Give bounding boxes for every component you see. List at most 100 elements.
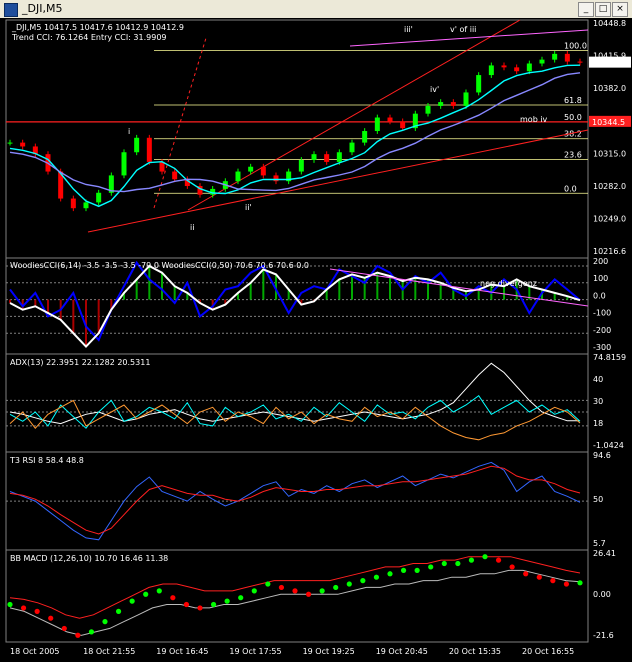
- macd-dot: [346, 581, 352, 587]
- annotation-mob-iv: mob iv: [520, 115, 548, 124]
- macd-dot: [251, 588, 257, 594]
- candle-body: [273, 175, 279, 182]
- cci-axis-tick: 100: [593, 274, 608, 283]
- candle-body: [438, 102, 444, 106]
- macd-dot: [455, 560, 461, 567]
- candle-body: [184, 179, 190, 187]
- maximize-button[interactable]: □: [595, 2, 611, 17]
- macd-dot: [61, 625, 67, 632]
- macd-dot: [373, 574, 380, 580]
- window-title: _DJI,M5: [22, 2, 63, 15]
- candle-body: [311, 154, 317, 160]
- candle-body: [362, 131, 368, 143]
- cci-axis-tick: 200: [593, 257, 608, 266]
- candle-body: [400, 121, 406, 129]
- candle-body: [425, 105, 431, 114]
- wave-label: iv': [430, 85, 439, 94]
- price-axis-tick: 10382.0: [593, 84, 626, 93]
- chart-window-icon: [4, 3, 18, 17]
- wave-label: iii': [404, 25, 413, 34]
- candle-body: [501, 65, 507, 68]
- x-axis-label: 20 Oct 16:55: [522, 647, 574, 656]
- di-plus-line: [9, 394, 581, 429]
- title-bar: _DJI,M5 _ □ ×: [0, 0, 632, 19]
- bb-macd-panel: [5, 549, 589, 643]
- candle-body: [564, 53, 570, 62]
- macd-dot: [495, 557, 502, 563]
- candle-body: [134, 137, 140, 153]
- macd-dot: [482, 554, 488, 560]
- x-axis-label: 18 Oct 21:55: [83, 647, 135, 656]
- wave-label: v' of iii: [450, 25, 476, 34]
- macd-dot: [115, 608, 122, 614]
- candle-body: [197, 186, 203, 195]
- ema-fast-line: [9, 64, 581, 208]
- candle-body: [58, 171, 64, 199]
- macd-dot: [414, 567, 420, 573]
- macd-dot: [102, 619, 108, 625]
- macd-dot: [536, 574, 542, 580]
- macd-axis-tick: -21.6: [593, 631, 614, 640]
- candle-body: [235, 171, 241, 182]
- di-minus-line: [9, 399, 581, 441]
- ema-slow-line: [9, 72, 581, 193]
- candle-body: [450, 102, 456, 106]
- fib-level-label: 38.2: [564, 130, 582, 139]
- rsi-axis-tick: 94.6: [593, 451, 611, 460]
- macd-dot: [210, 601, 217, 608]
- candle-body: [526, 63, 532, 72]
- candle-body: [20, 142, 26, 147]
- adx-title: ADX(13) 22.3951 22.1282 20.5311: [10, 358, 150, 367]
- adx-axis-tick: 40: [593, 375, 603, 384]
- macd-dot: [468, 557, 475, 563]
- price-axis-tick: 10315.0: [593, 149, 626, 158]
- marked-level-box: [589, 115, 631, 127]
- cci-axis-tick: -200: [593, 326, 611, 335]
- fib-level-label: 50.0: [564, 113, 582, 122]
- minimize-button[interactable]: _: [578, 2, 594, 17]
- candle-body: [96, 192, 102, 203]
- macd-dot: [360, 578, 366, 584]
- price-axis-tick: 10249.0: [593, 214, 626, 223]
- cci-title: WoodiesCCI(6,14) -3.5 -3.5 -3.5 -79.0 Wo…: [10, 261, 309, 270]
- candle-body: [412, 113, 418, 129]
- candle-body: [539, 59, 545, 64]
- candle-body: [374, 117, 380, 132]
- t3-line: [9, 465, 581, 535]
- candle-body: [552, 53, 558, 60]
- close-button[interactable]: ×: [612, 2, 628, 17]
- candle-body: [286, 171, 292, 182]
- channel-line: [349, 29, 589, 47]
- macd-dot: [156, 588, 162, 594]
- candle-body: [7, 142, 13, 144]
- macd-dot: [563, 581, 570, 587]
- macd-dot: [34, 608, 40, 614]
- rsi-axis-tick: 50: [593, 495, 603, 504]
- macd-dot: [550, 578, 556, 584]
- macd-dot: [292, 588, 298, 594]
- current-price-box: [589, 56, 631, 68]
- current-price-label: 10412.9: [592, 59, 625, 68]
- macd-title: BB MACD (12,26,10) 10.70 16.46 11.38: [10, 554, 168, 563]
- macd-dot: [428, 564, 434, 570]
- candle-body: [577, 61, 583, 63]
- candle-body: [248, 166, 254, 172]
- x-axis-label: 19 Oct 19:25: [303, 647, 355, 656]
- candle-body: [32, 146, 38, 155]
- chart-area[interactable]: 100.0 61.8 50.0 38.2 23.6 0.0 _DJI,M5 10417.5 …: [0, 18, 632, 662]
- annotation-neg-divergenz: neg divergenz: [480, 279, 537, 288]
- x-axis-label: 19 Oct 17:55: [229, 647, 281, 656]
- macd-lower-band: [9, 569, 581, 636]
- chart-svg[interactable]: 100.0 61.8 50.0 38.2 23.6 0.0 _DJI,M5 10417.5 …: [0, 18, 632, 662]
- candle-body: [108, 175, 114, 193]
- candle-body: [83, 202, 89, 209]
- t3-rsi-panel: [5, 451, 589, 551]
- macd-dot: [129, 598, 135, 604]
- divergence-line: [329, 268, 589, 307]
- x-axis-label: 20 Oct 15:35: [449, 647, 501, 656]
- macd-dot: [238, 595, 244, 601]
- macd-dot: [20, 605, 27, 611]
- macd-dot: [197, 605, 203, 611]
- wave-label: ii: [190, 223, 194, 232]
- price-axis-tick: 10448.8: [593, 19, 626, 28]
